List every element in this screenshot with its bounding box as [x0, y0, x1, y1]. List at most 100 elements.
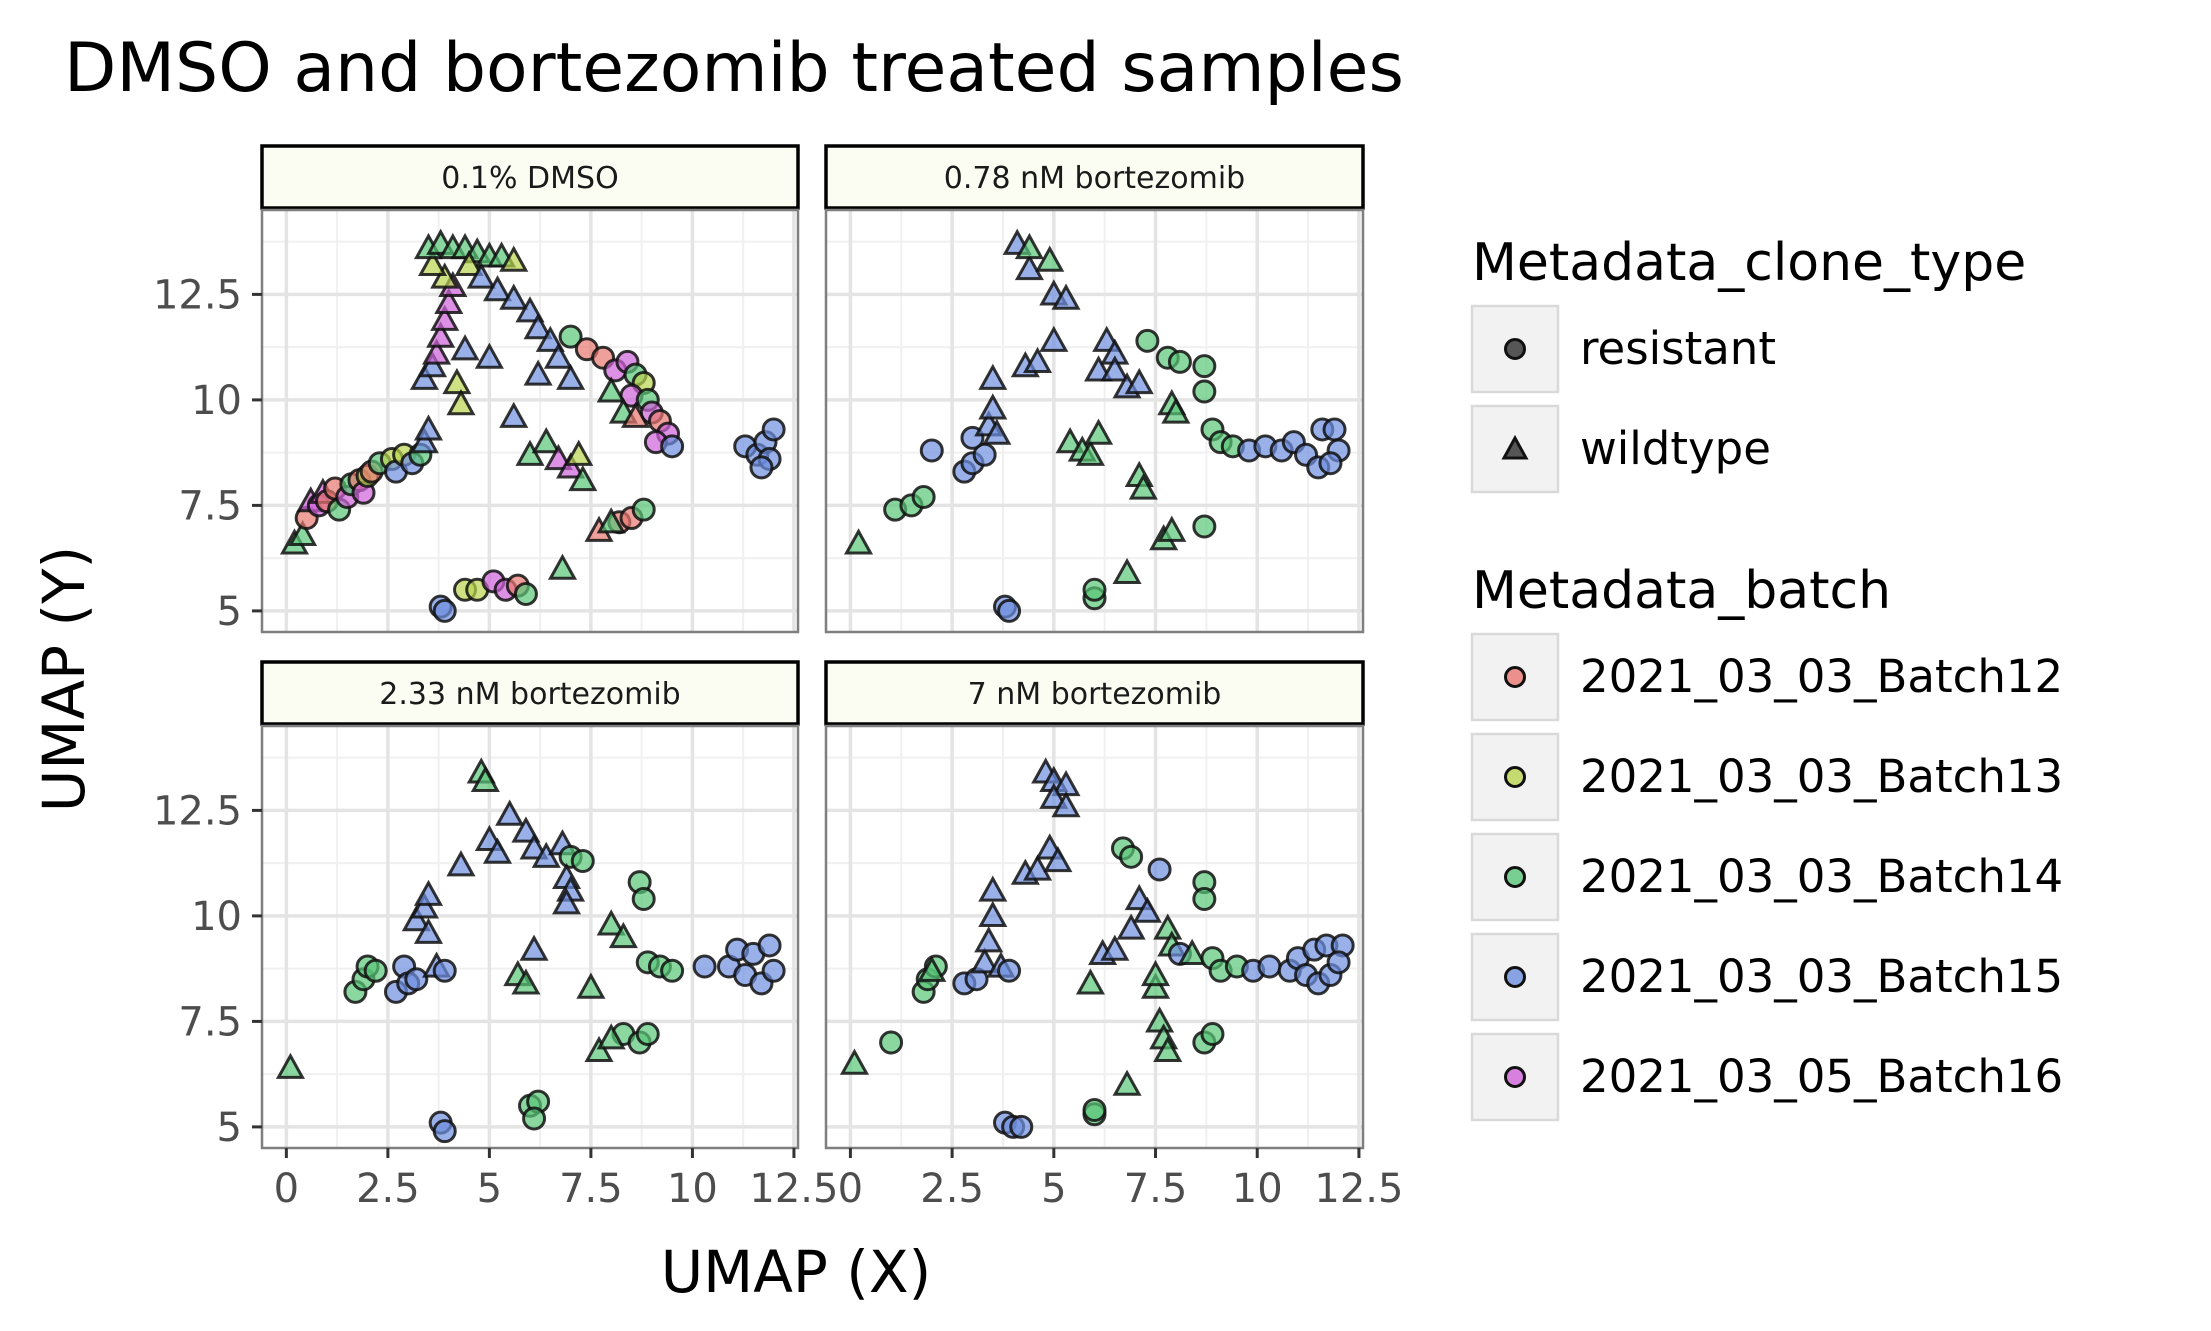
data-point-resistant — [1257, 954, 1282, 979]
plot-background — [262, 726, 798, 1148]
data-point-wildtype — [454, 249, 484, 276]
data-point-resistant — [432, 598, 457, 623]
data-points — [279, 228, 786, 623]
data-point-wildtype — [1051, 791, 1081, 818]
data-point-wildtype — [1055, 427, 1085, 454]
x-tick-label: 0 — [838, 1166, 863, 1212]
data-point-wildtype — [535, 325, 565, 352]
data-point-wildtype — [1039, 782, 1069, 809]
data-point-wildtype — [1112, 1069, 1142, 1096]
data-point-resistant — [692, 954, 717, 979]
facet-strip-label: 0.1% DMSO — [441, 161, 618, 196]
x-tick-label: 7.5 — [1124, 1166, 1188, 1212]
legend-label: 2021_03_05_Batch16 — [1580, 1050, 2063, 1103]
data-point-wildtype — [409, 892, 439, 919]
x-tick-label: 2.5 — [920, 1166, 984, 1212]
data-point-resistant — [1318, 451, 1343, 476]
legend-label: 2021_03_03_Batch14 — [1580, 850, 2063, 903]
facet-strip — [260, 144, 800, 210]
legend-label: wildtype — [1580, 422, 1771, 475]
data-point-wildtype — [1014, 232, 1044, 260]
data-point-resistant — [631, 887, 656, 912]
facet-strip-label: 0.78 nM bortezomib — [944, 161, 1245, 196]
legend-color-swatch — [1504, 766, 1526, 788]
data-point-wildtype — [470, 765, 500, 792]
legend-label: 2021_03_03_Batch15 — [1580, 950, 2063, 1003]
data-point-wildtype — [556, 452, 586, 479]
data-point-resistant — [513, 582, 538, 607]
data-point-resistant — [1119, 844, 1144, 869]
data-point-wildtype — [482, 275, 513, 302]
data-point-wildtype — [543, 342, 573, 369]
facet-strip — [260, 660, 800, 726]
plot-background — [826, 726, 1363, 1148]
data-point-wildtype — [417, 351, 448, 378]
data-point-resistant — [997, 598, 1022, 623]
data-point-wildtype — [974, 926, 1004, 953]
data-point-wildtype — [450, 334, 480, 361]
data-point-wildtype — [596, 909, 626, 936]
data-points — [839, 757, 1355, 1139]
data-point-wildtype — [1124, 367, 1154, 395]
facet-panel: 2.33 nM bortezomib 5 7.5 10 12.5 0 2.5 5 7.5 10 12… — [153, 660, 838, 1212]
data-point-wildtype — [1112, 557, 1142, 585]
data-point-wildtype — [1116, 913, 1146, 940]
legend-color-swatch — [1504, 666, 1526, 688]
data-point-resistant — [879, 1030, 904, 1055]
facet-strip-label: 2.33 nM bortezomib — [379, 677, 680, 712]
x-tick-label: 12.5 — [1314, 1166, 1403, 1212]
x-tick-label: 0 — [274, 1166, 299, 1212]
data-point-wildtype — [568, 464, 598, 492]
data-point-wildtype — [596, 1023, 626, 1050]
data-point-wildtype — [523, 359, 553, 386]
data-point-wildtype — [1022, 854, 1053, 881]
data-point-wildtype — [543, 443, 573, 471]
data-point-resistant — [660, 958, 685, 983]
gridlines — [262, 210, 798, 632]
data-point-resistant — [1009, 1114, 1034, 1139]
y-tick-label: 7.5 — [178, 999, 242, 1045]
panel-border — [824, 724, 1365, 1150]
data-point-wildtype — [1140, 959, 1171, 987]
data-point-wildtype — [978, 875, 1008, 902]
data-point-resistant — [1135, 328, 1160, 353]
data-point-wildtype — [499, 283, 529, 310]
data-points — [843, 228, 1351, 623]
data-points — [275, 757, 786, 1144]
data-point-resistant — [1192, 514, 1217, 539]
data-point-wildtype — [417, 249, 448, 276]
data-point-resistant — [911, 484, 936, 509]
data-point-resistant — [1082, 577, 1107, 602]
data-point-wildtype — [1075, 968, 1105, 995]
shape-legend-title: Metadata_clone_type — [1472, 233, 2026, 293]
data-point-resistant — [761, 417, 786, 442]
data-point-wildtype — [515, 296, 545, 323]
x-tick-label: 5 — [477, 1166, 502, 1212]
data-point-wildtype — [531, 841, 561, 868]
x-tick-label: 12.5 — [749, 1166, 838, 1212]
legend: Metadata_clone_type resistant wildtype Meta… — [1470, 233, 2063, 1122]
data-point-resistant — [432, 958, 457, 983]
y-tick-label: 12.5 — [153, 272, 242, 318]
chart-title: DMSO and bortezomib treated samples — [64, 29, 1404, 108]
y-tick-label: 10 — [191, 378, 242, 424]
data-point-resistant — [660, 434, 685, 459]
data-point-wildtype — [446, 850, 476, 877]
data-point-wildtype — [978, 900, 1008, 927]
data-point-wildtype — [596, 376, 626, 403]
data-point-wildtype — [401, 905, 431, 932]
data-point-wildtype — [446, 389, 476, 416]
color-legend-title: Metadata_batch — [1472, 561, 1891, 621]
x-tick-label: 5 — [1041, 1166, 1066, 1212]
data-point-wildtype — [1157, 515, 1187, 542]
data-point-wildtype — [1100, 355, 1130, 382]
legend-label: 2021_03_03_Batch13 — [1580, 750, 2063, 803]
data-point-wildtype — [519, 934, 549, 961]
data-point-wildtype — [1039, 325, 1069, 352]
data-point-wildtype — [499, 401, 529, 428]
legend-circle-icon — [1504, 338, 1526, 360]
x-tick-label: 10 — [667, 1166, 718, 1212]
data-point-wildtype — [1035, 245, 1065, 272]
data-point-wildtype — [531, 427, 561, 454]
data-point-resistant — [757, 933, 782, 958]
